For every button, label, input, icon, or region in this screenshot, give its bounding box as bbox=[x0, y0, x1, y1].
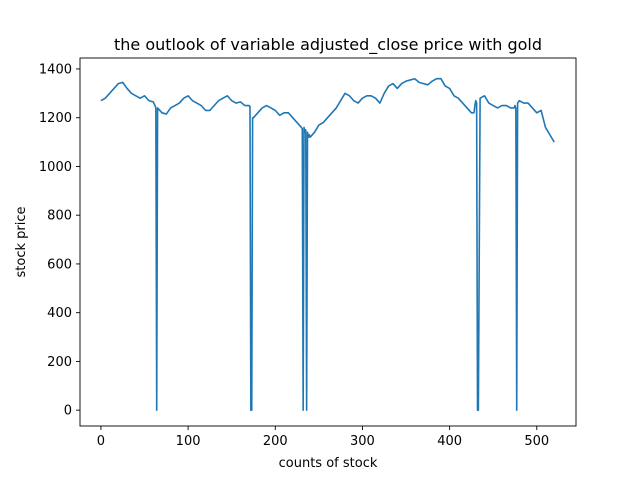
y-tick-label: 800 bbox=[47, 209, 72, 224]
axes-frame bbox=[79, 57, 577, 427]
chart-title: the outlook of variable adjusted_close p… bbox=[114, 35, 542, 55]
x-tick-label: 0 bbox=[97, 434, 105, 449]
y-tick-label: 1200 bbox=[39, 111, 72, 126]
x-tick-label: 200 bbox=[263, 434, 288, 449]
y-tick-label: 600 bbox=[47, 257, 72, 272]
x-tick-label: 400 bbox=[437, 434, 462, 449]
plot-area: 0 100 200 300 400 500 0 200 400 600 800 1000 1200 140… bbox=[39, 57, 577, 449]
x-axis-label: counts of stock bbox=[279, 456, 378, 471]
y-tick-label: 1000 bbox=[39, 160, 72, 175]
y-tick-label: 200 bbox=[47, 355, 72, 370]
x-tick-label: 100 bbox=[176, 434, 201, 449]
y-tick-label: 400 bbox=[47, 306, 72, 321]
y-tick-label: 0 bbox=[64, 404, 72, 419]
y-axis-label: stock price bbox=[14, 207, 29, 278]
series-line-0 bbox=[100, 77, 555, 411]
x-tick-label: 500 bbox=[524, 434, 549, 449]
x-tick-label: 300 bbox=[350, 434, 375, 449]
y-tick-label: 1400 bbox=[39, 62, 72, 77]
